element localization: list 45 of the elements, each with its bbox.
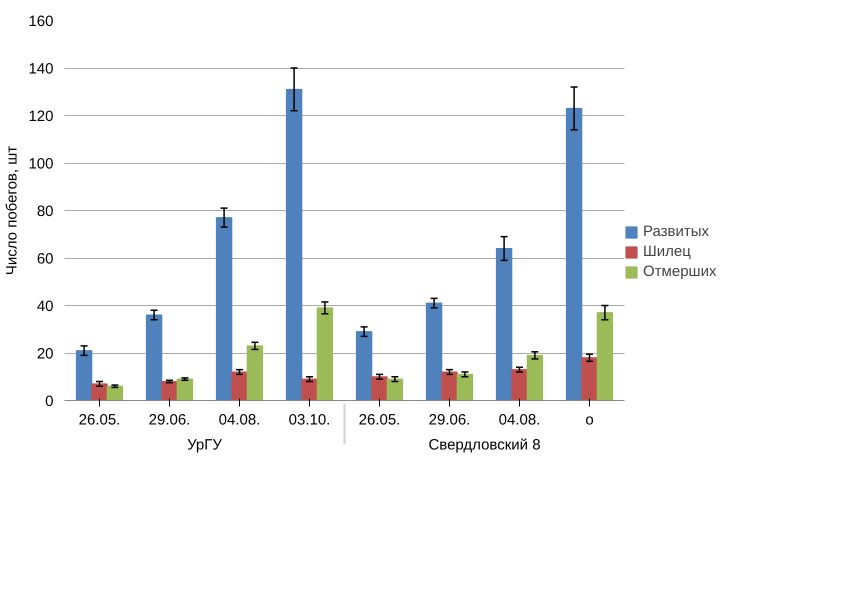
x-tick-label: 03.10.	[288, 412, 330, 428]
bar	[371, 376, 388, 400]
x-tick-label: 26.05.	[358, 412, 400, 428]
bar	[216, 217, 232, 400]
y-tick-label: 40	[36, 298, 54, 315]
x-tick-label: 29.06.	[148, 412, 190, 428]
bar	[301, 378, 318, 400]
bar	[581, 357, 598, 400]
text: УрГУ	[187, 436, 222, 454]
y-axis-title: Число побегов, шт	[3, 146, 20, 276]
bar	[456, 374, 474, 400]
y-tick-label: 100	[28, 156, 54, 172]
legend-label: Шилец	[643, 243, 691, 260]
y-tick-label: 60	[36, 250, 54, 268]
bar	[316, 307, 334, 400]
bar	[511, 369, 528, 400]
bar	[246, 345, 264, 400]
y-tick-label: 80	[36, 203, 54, 220]
bar	[176, 378, 194, 400]
x-tick-label: 29.06.	[428, 412, 470, 428]
y-tick-label: 140	[28, 60, 54, 78]
bar	[106, 386, 124, 400]
x-tick-label: 26.05.	[78, 412, 120, 428]
bar	[526, 354, 544, 400]
x-tick-label: 04.08.	[498, 412, 540, 428]
bar	[286, 88, 302, 400]
bar	[566, 108, 582, 400]
legend-label: Развитых	[643, 223, 710, 240]
legend-label: Отмерших	[643, 263, 716, 280]
bar	[596, 312, 614, 400]
y-tick-label: 160	[28, 13, 54, 30]
bar	[76, 350, 92, 400]
x-tick-label: о	[585, 412, 594, 428]
x-tick-label: 04.08.	[218, 412, 260, 428]
bar	[496, 248, 512, 400]
y-tick-label: 120	[28, 108, 54, 125]
bar	[231, 372, 248, 400]
y-tick-label: 0	[45, 393, 54, 410]
y-tick-label: 20	[36, 346, 54, 362]
bar	[146, 314, 162, 400]
bar	[441, 372, 458, 400]
text: Свердловский 8	[428, 436, 541, 454]
bar	[386, 378, 404, 400]
bar	[356, 331, 372, 400]
bar	[426, 302, 442, 400]
